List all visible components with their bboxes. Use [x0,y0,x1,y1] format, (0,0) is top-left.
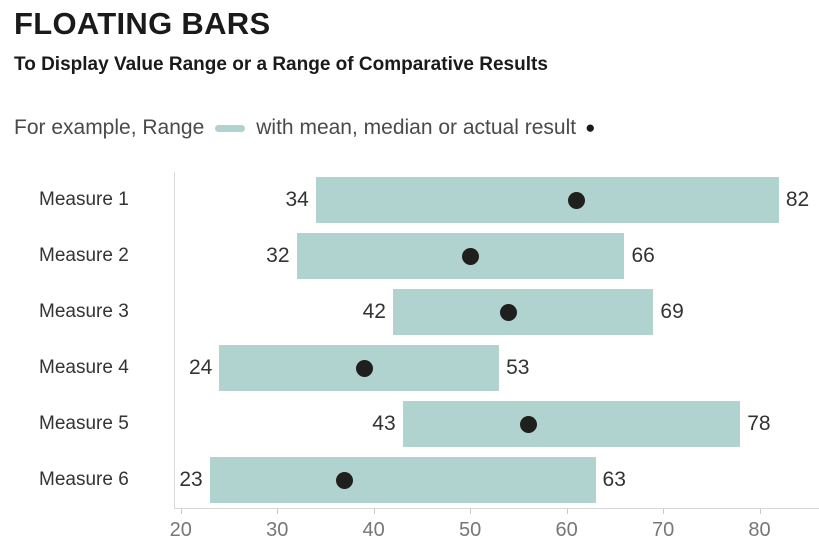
chart-row: Measure 5 43 78 [14,396,819,452]
category-label: Measure 4 [39,357,129,378]
plot-area: 32 66 [174,228,819,284]
axis-tick-label: 70 [651,519,675,541]
result-dot [519,415,537,433]
min-value-label: 32 [266,244,290,267]
axis-tick-mark [180,509,182,514]
plot-area: 43 78 [174,396,819,452]
plot-area: 42 69 [174,284,819,340]
range-bar [402,401,741,447]
category-label: Measure 1 [39,189,129,210]
chart-row: Measure 6 23 63 [14,452,819,508]
axis-tick-mark [566,509,568,514]
page-title: FLOATING BARS [14,6,271,41]
result-dot [500,303,518,321]
min-value-label: 23 [179,468,203,491]
category-label: Measure 6 [39,469,129,490]
result-dot [461,247,479,265]
axis-tick-mark [759,509,761,514]
plot-area: 34 82 [174,172,819,228]
axis-tick-label: 50 [459,519,482,541]
chart-row: Measure 2 32 66 [14,228,819,284]
category-label: Measure 5 [39,413,129,434]
axis-tick-mark [373,509,375,514]
result-dot-icon: ● [585,118,596,137]
min-value-label: 24 [188,356,213,379]
result-dot [567,191,585,209]
max-value-label: 66 [631,244,655,267]
axis-tick-mark [470,509,472,514]
max-value-label: 82 [785,188,810,211]
result-dot [336,471,354,489]
range-bar [315,177,779,223]
result-dot [355,359,373,377]
chart-row: Measure 3 42 69 [14,284,819,340]
page-subtitle: To Display Value Range or a Range of Com… [14,54,548,75]
plot-area: 23 63 [174,452,819,508]
axis-tick-label: 40 [362,519,385,541]
axis-tick-label: 60 [555,519,578,541]
max-value-label: 53 [506,356,530,379]
chart-legend: For example, Range with mean, median or … [14,114,819,142]
legend-range-label: For example, Range [14,116,205,139]
range-bar [392,289,654,335]
max-value-label: 69 [660,300,684,323]
y-axis-line [174,172,175,508]
axis-tick-label: 30 [266,519,289,541]
range-bar [296,233,625,279]
category-label: Measure 2 [39,245,129,266]
axis-tick-label: 80 [748,519,771,541]
chart-row: Measure 4 24 53 [14,340,819,396]
plot-area: 24 53 [174,340,819,396]
max-value-label: 78 [747,412,771,435]
axis-tick-mark [663,509,665,514]
max-value-label: 63 [602,468,626,491]
range-bar [209,457,596,503]
min-value-label: 42 [362,300,386,323]
floating-bar-chart: Measure 1 34 82 Measure 2 32 66 Measure 3 42 69 M… [14,172,819,508]
axis-tick-mark [277,509,279,514]
category-label: Measure 3 [39,301,129,322]
min-value-label: 34 [285,188,309,211]
axis-tick-label: 20 [169,519,192,541]
legend-result-label: with mean, median or actual result [256,116,577,139]
chart-row: Measure 1 34 82 [14,172,819,228]
x-axis: 20 30 40 50 60 70 80 [170,508,819,553]
min-value-label: 43 [372,412,396,435]
range-bar-swatch-icon [215,124,246,132]
